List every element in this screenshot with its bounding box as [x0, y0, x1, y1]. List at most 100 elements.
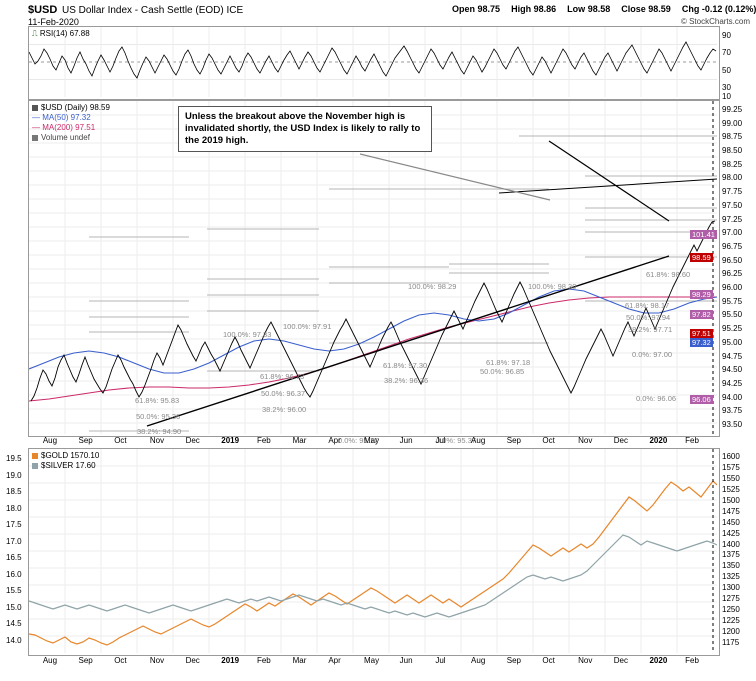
price-tag: 96.06: [690, 395, 713, 404]
x-axis-tick: Sep: [506, 656, 521, 665]
price-y-tick: 96.25: [722, 269, 743, 279]
high-value: 98.86: [533, 4, 557, 14]
metals-y-tick-right: 1600: [722, 452, 740, 461]
fib-label: 0.0%: 97.00: [632, 350, 673, 359]
fib-label: 50.0%: 96.37: [261, 389, 306, 398]
price-y-tick: 95.00: [722, 337, 743, 347]
x-axis-tick: Dec: [185, 656, 200, 665]
fib-label: 100.0%: 98.30: [528, 282, 577, 291]
metals-y-tick-right: 1550: [722, 473, 740, 483]
price-y-tick: 96.50: [722, 255, 743, 265]
metals-y-tick-left: 18.5: [6, 487, 22, 497]
x-axis-tick: Sep: [506, 436, 521, 445]
metals-y-tick-right: 1425: [722, 528, 740, 538]
x-axis-tick: Feb: [256, 656, 271, 665]
price-y-tick: 97.00: [722, 228, 743, 238]
x-axis-tick: 2019: [221, 656, 240, 665]
x-axis-tick: Nov: [578, 656, 593, 665]
metals-y-tick-right: 1500: [722, 495, 740, 505]
x-axis-tick: Aug: [471, 656, 486, 665]
metals-y-tick-left: 17.0: [6, 536, 22, 546]
fib-label: 61.8%: 97.18: [486, 358, 531, 367]
close-label: Close: [621, 4, 646, 14]
metals-y-tick-right: 1300: [722, 583, 740, 593]
x-axis-tick: Aug: [42, 656, 58, 665]
metals-y-tick-left: 14.5: [6, 619, 22, 629]
rsi-legend-text: RSI(14) 67.88: [39, 29, 90, 38]
metals-y-tick-left: 19.0: [6, 470, 22, 480]
x-axis-tick: 2020: [649, 656, 668, 665]
x-axis-tick: Feb: [685, 436, 699, 445]
fib-label: 100.0%: 98.29: [408, 282, 457, 291]
low-label: Low: [567, 4, 586, 14]
price-y-tick: 95.50: [722, 310, 743, 320]
gold-legend-text: $GOLD 1570.10: [41, 451, 100, 460]
silver-legend: $SILVER 17.60: [32, 461, 96, 470]
x-axis-tick: 2019: [221, 436, 240, 445]
price-legend-ma50: — MA(50) 97.32: [32, 113, 91, 122]
ma200-legend-text: MA(200) 97.51: [42, 123, 96, 132]
rsi-tick-70: 70: [722, 48, 731, 57]
price-y-tick: 94.50: [722, 365, 743, 375]
high-label: High: [511, 4, 532, 14]
metals-y-tick-left: 15.5: [6, 586, 22, 596]
price-y-tick: 98.25: [722, 159, 743, 169]
metals-y-tick-right: 1250: [722, 605, 740, 615]
x-axis-tick: Nov: [578, 436, 593, 445]
x-axis-tick: Oct: [542, 436, 555, 445]
silver-legend-text: $SILVER 17.60: [41, 461, 96, 470]
low-value: 98.58: [587, 4, 611, 14]
price-y-tick: 99.25: [722, 105, 743, 114]
metals-y-tick-right: 1525: [722, 484, 740, 494]
chg-value: -0.12 (0.12%): [701, 4, 756, 14]
rsi-tick-30: 30: [722, 83, 731, 92]
fib-label: 0.0%: 95.17: [338, 436, 379, 445]
gold-swatch: [32, 452, 38, 459]
price-tag: 98.59: [690, 253, 713, 262]
price-y-tick: 93.50: [722, 420, 743, 429]
x-axis-tick: 2020: [649, 436, 668, 445]
fib-label: 0.0%: 96.06: [636, 394, 677, 403]
rsi-legend: ⎍ RSI(14) 67.88: [32, 29, 90, 38]
silver-swatch: [32, 462, 38, 469]
open-value: 98.75: [477, 4, 501, 14]
metals-y-tick-right: 1450: [722, 517, 740, 527]
x-axis-tick: Nov: [149, 436, 165, 445]
volume-legend-text: Volume undef: [41, 133, 90, 142]
x-axis-tick: May: [364, 436, 380, 445]
rsi-tick-50: 50: [722, 66, 731, 75]
chart-date: 11-Feb-2020: [28, 17, 79, 27]
metals-panel: $GOLD 1570.10 $SILVER 17.60: [28, 448, 720, 656]
x-axis-tick: Dec: [613, 436, 629, 445]
fib-label: 50.0%: 95.36: [136, 412, 181, 421]
chg-label: Chg: [681, 4, 700, 14]
price-legend-text: $USD (Daily) 98.59: [41, 103, 110, 112]
fib-label: 61.8%: 98.17: [625, 301, 670, 310]
x-axis-tick: Aug: [42, 436, 58, 445]
gold-legend: $GOLD 1570.10: [32, 451, 99, 460]
close-value: 98.59: [648, 4, 671, 14]
metals-y-tick-right: 1275: [722, 594, 740, 604]
metals-y-tick-right: 1325: [722, 572, 740, 582]
fib-label: 0.0%: 95.37: [436, 436, 477, 445]
price-y-tick: 95.75: [722, 296, 743, 306]
ma50-legend-text: MA(50) 97.32: [42, 113, 91, 122]
x-axis-tick: Dec: [185, 436, 200, 445]
price-y-tick: 97.25: [722, 214, 743, 224]
rsi-tick-10: 10: [722, 92, 731, 101]
x-axis-tick: Mar: [292, 656, 307, 665]
metals-y-tick-left: 16.0: [6, 569, 22, 579]
price-legend-ma200: — MA(200) 97.51: [32, 123, 96, 132]
fib-label: 61.8%: 95.83: [135, 396, 180, 405]
metals-y-tick-left: 16.5: [6, 553, 22, 563]
chart-symbol: $USD: [28, 4, 58, 16]
fib-label: 100.0%: 97.91: [283, 322, 332, 331]
fib-label: 50.0%: 97.94: [626, 313, 671, 322]
fib-label: 38.2%: 96.36: [384, 376, 429, 385]
metals-y-tick-right: 1225: [722, 616, 740, 626]
price-tag: 101.41: [690, 230, 717, 239]
x-axis-tick: Oct: [542, 656, 555, 665]
rsi-panel: ⎍ RSI(14) 67.88: [28, 26, 720, 100]
price-legend-price: $USD (Daily) 98.59: [32, 103, 110, 112]
x-axis-tick: Sep: [78, 436, 93, 445]
